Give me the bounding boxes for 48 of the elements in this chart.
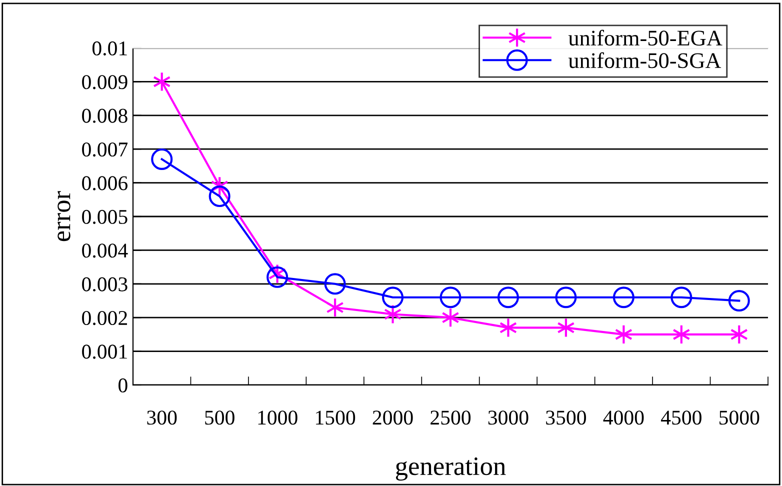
y-tick-label: 0.008 [82, 108, 128, 123]
x-tick-label: 3000 [488, 410, 528, 425]
point [210, 176, 228, 196]
point [499, 318, 518, 338]
x-tick-label: 4000 [603, 410, 644, 425]
point [151, 148, 173, 170]
point [670, 286, 692, 308]
x-tick-label: 5000 [720, 410, 760, 425]
point [555, 286, 577, 308]
x-tick-label: 300 [147, 410, 177, 425]
x-tick-label: 1000 [258, 410, 298, 425]
y-tick-label: 0 [118, 378, 128, 392]
legend-label: uniform-50-SGA [568, 52, 722, 68]
point [557, 318, 575, 338]
y-tick-label: 0.003 [82, 277, 128, 292]
y-tick-label: 0.005 [82, 210, 128, 224]
point [614, 324, 633, 345]
x-tick-label: 4500 [660, 410, 702, 425]
point [497, 286, 519, 308]
y-tick-label: 0.009 [82, 75, 128, 90]
y-axis-title: error [58, 191, 70, 242]
y-tick-label: 0.004 [82, 244, 128, 258]
x-tick-label: 3500 [546, 410, 586, 425]
point [268, 264, 286, 284]
point [382, 286, 404, 308]
x-tick-label: 500 [205, 410, 234, 425]
point [324, 273, 346, 295]
point [153, 72, 171, 92]
point [326, 297, 344, 318]
y-tick-label: 0.001 [82, 344, 127, 359]
point [730, 324, 748, 345]
point [612, 286, 634, 308]
point [440, 286, 462, 308]
y-tick-label: 0.007 [82, 142, 128, 157]
point [266, 266, 288, 288]
point [728, 290, 750, 312]
point [442, 308, 460, 328]
point [208, 186, 230, 208]
legend-label: uniform-50-EGA [568, 30, 722, 46]
y-tick-label: 0.006 [82, 176, 128, 190]
y-tick-label: 0.01 [92, 41, 127, 56]
y-tick-label: 0.002 [82, 310, 127, 326]
point [672, 324, 690, 345]
x-tick-label: 2000 [372, 410, 413, 425]
x-tick-label: 2500 [430, 410, 471, 425]
x-tick-label: 1500 [316, 410, 356, 425]
x-axis-title: generation [396, 457, 506, 481]
point [384, 304, 402, 324]
